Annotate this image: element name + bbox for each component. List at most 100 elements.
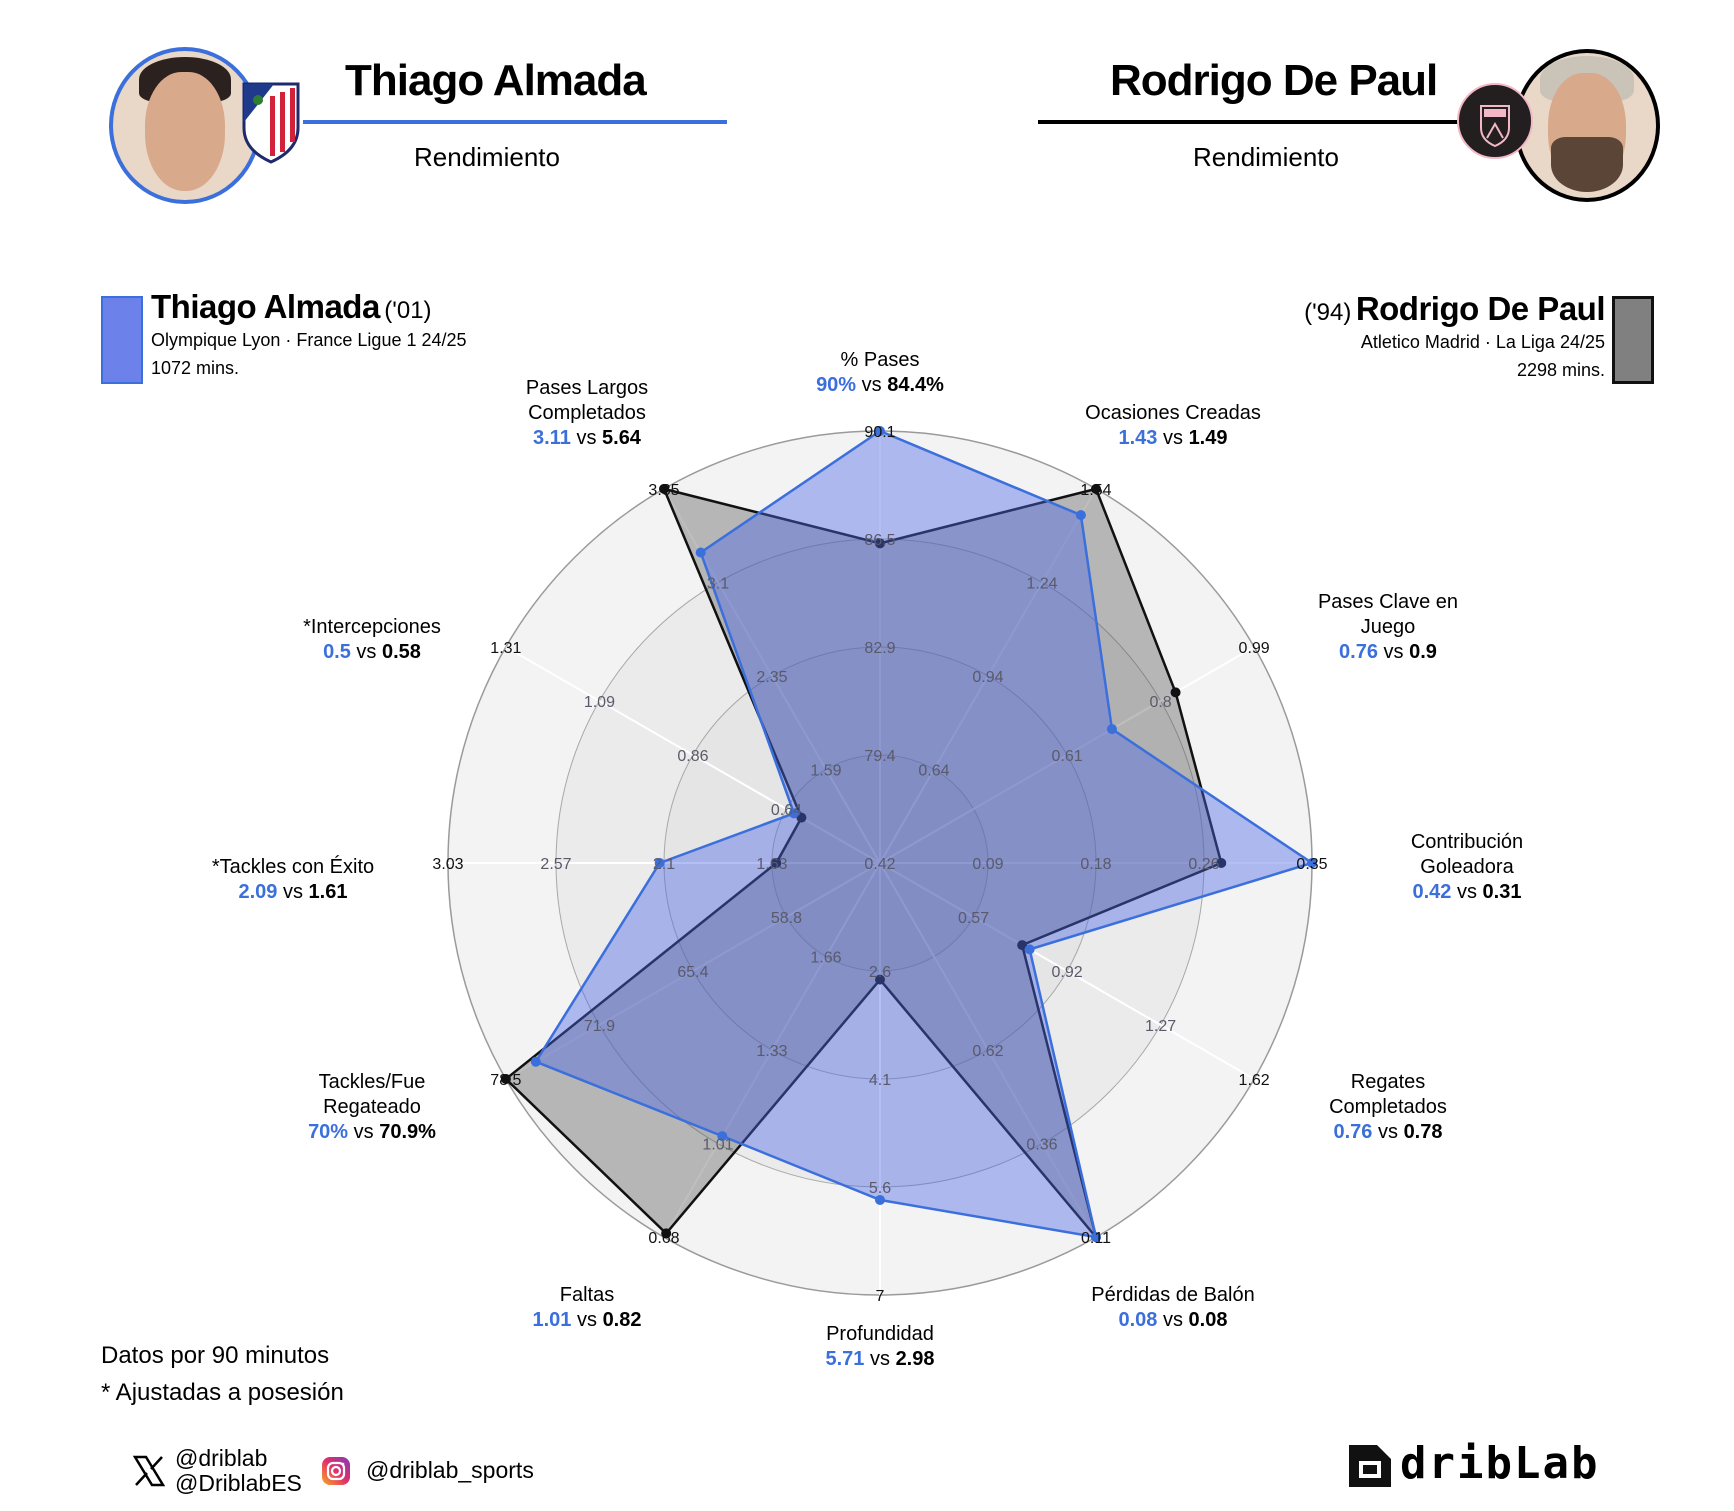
face: [144, 71, 226, 192]
legend-minutes-right: 2298 mins.: [1516, 360, 1605, 380]
radar-spoke: [663, 862, 881, 1238]
subtitle-right: Rendimiento: [1193, 142, 1339, 172]
axis-label-name: Juego: [1360, 616, 1416, 638]
axis-tick-label: 0.18: [1080, 856, 1111, 873]
axis-label-values: 1.01 vs 0.82: [532, 1309, 642, 1331]
axis-label-name: Completados: [528, 402, 646, 424]
axis-tick-label: 2.35: [756, 669, 787, 686]
series-de-paul-point: [659, 483, 669, 494]
axis-label-name: Pases Largos: [525, 377, 649, 399]
axis-label: Pases Largos Completados 3.11 vs 5.64: [526, 376, 648, 451]
axis-tick-label: 3.03: [432, 856, 463, 873]
axis-tick-label: 58.8: [771, 910, 802, 927]
axis-tick-label: 0.99: [1239, 640, 1270, 657]
axis-label-name: Pérdidas de Balón: [1091, 1284, 1255, 1306]
axis-label-values: 1.43 vs 1.49: [1118, 427, 1228, 449]
axis-tick-label: 0.8: [1149, 694, 1171, 711]
footnote-possession: * Ajustadas a posesión: [101, 1379, 344, 1406]
axis-tick-label: 0.61: [1051, 748, 1082, 765]
axis-label-name: Tackles/Fue: [318, 1071, 426, 1093]
axis-label-values: 90% vs 84.4%: [816, 374, 944, 396]
series-almada-point: [695, 547, 706, 558]
axis-tick-label: 0.68: [648, 1230, 679, 1247]
legend-right: ('94) Rodrigo De Paul Atletico Madrid · …: [1304, 290, 1605, 384]
axis-label-values: 0.76 vs 0.9: [1339, 641, 1437, 663]
series-almada-point: [788, 808, 799, 819]
axis-tick-label: 79.4: [864, 748, 895, 765]
instagram-handle[interactable]: @driblab_sports: [366, 1457, 534, 1483]
axis-label-name: Faltas: [559, 1284, 615, 1306]
axis-tick-label: 0.86: [677, 748, 708, 765]
series-de-paul-point: [1091, 483, 1101, 494]
axis-tick-label: 1.63: [756, 856, 787, 873]
beard: [1551, 137, 1623, 193]
axis-tick-label: 1.66: [810, 950, 841, 967]
axis-label-values: 0.5 vs 0.58: [323, 641, 421, 663]
atletico-madrid-crest-icon: [242, 82, 300, 164]
series-almada-point: [1106, 724, 1117, 735]
player-photo-left: [109, 47, 261, 204]
x-handle-1[interactable]: @driblab: [175, 1445, 268, 1471]
axis-label-values: 3.11 vs 5.64: [533, 427, 641, 449]
series-almada-point: [1075, 510, 1086, 521]
axis-tick-label: 4.1: [869, 1072, 891, 1089]
axis-tick-label: 0.09: [972, 856, 1003, 873]
radar-spoke: [879, 488, 1097, 864]
axis-label: Tackles/Fue Regateado 70% vs 70.9%: [308, 1070, 436, 1145]
axis-label-name: Completados: [1329, 1096, 1447, 1118]
radar-spoke: [879, 862, 1097, 1238]
radar-spoke: [879, 646, 1255, 864]
axis-label-name: Regateado: [323, 1096, 421, 1118]
axis-tick-label: 1.62: [1239, 1072, 1270, 1089]
axis-tick-label: 1.33: [756, 1043, 787, 1060]
axis-tick-label: 86.5: [864, 532, 895, 549]
axis-tick-label: 65.4: [677, 964, 708, 981]
axis-label-name: Pases Clave en: [1317, 591, 1459, 613]
axis-tick-label: 3.1: [707, 575, 729, 592]
axis-label: Regates Completados 0.76 vs 0.78: [1329, 1070, 1447, 1145]
axis-label-values: 0.08 vs 0.08: [1118, 1309, 1228, 1331]
instagram-logo-icon: [322, 1457, 350, 1485]
axis-label-name: Profundidad: [826, 1323, 934, 1345]
series-de-paul-point: [796, 812, 807, 823]
axis-tick-label: 1.31: [490, 640, 521, 657]
axis-label-name: Regates: [1350, 1071, 1426, 1093]
axis-label-name: Goleadora: [1420, 856, 1514, 878]
axis-label: *Tackles con Éxito 2.09 vs 1.61: [212, 855, 374, 905]
axis-tick-label: 0.42: [864, 856, 895, 873]
series-almada-point: [1091, 1232, 1101, 1243]
x-handle-2[interactable]: @DriblabES: [175, 1470, 302, 1496]
player-title-left: Thiago Almada: [345, 56, 647, 105]
axis-label: % Pases 90% vs 84.4%: [816, 348, 944, 398]
axis-tick-label: 0.92: [1051, 964, 1082, 981]
legend-minutes-left: 1072 mins.: [151, 358, 240, 378]
series-de-paul-point: [661, 1228, 672, 1239]
series-almada-point: [1307, 858, 1317, 868]
axis-label: Faltas 1.01 vs 0.82: [533, 1283, 642, 1333]
axis-label: *Intercepciones 0.5 vs 0.58: [303, 615, 441, 665]
series-de-paul-point: [875, 974, 885, 985]
axis-tick-label: 0.64: [918, 762, 949, 779]
axis-tick-label: 0.62: [972, 1043, 1003, 1060]
radar-spoke: [505, 862, 881, 1080]
axis-tick-label: 1.59: [810, 762, 841, 779]
axis-tick-label: 3.85: [648, 482, 679, 499]
axis-label-values: 0.76 vs 0.78: [1333, 1121, 1443, 1143]
legend-team-left: Olympique Lyon · France Ligue 1 24/25: [151, 330, 467, 350]
axis-label-name: *Tackles con Éxito: [211, 856, 375, 878]
axis-tick-label: 0.36: [1026, 1137, 1057, 1154]
legend-swatch-right: [1612, 296, 1654, 384]
radar-spoke: [879, 862, 1255, 1080]
axis-tick-label: 1.01: [702, 1137, 733, 1154]
axis-label-name: Contribución: [1410, 831, 1524, 853]
player-photo-right: [1514, 49, 1660, 202]
axis-tick-label: 71.9: [584, 1018, 615, 1035]
series-de-paul-point: [1216, 858, 1227, 868]
axis-tick-label: 82.9: [864, 640, 895, 657]
axis-tick-label: 1.09: [584, 694, 615, 711]
axis-tick-label: 90.1: [864, 424, 895, 441]
axis-tick-label: 2.57: [540, 856, 571, 873]
series-almada-point: [875, 1194, 885, 1205]
subtitle-left: Rendimiento: [414, 142, 560, 172]
